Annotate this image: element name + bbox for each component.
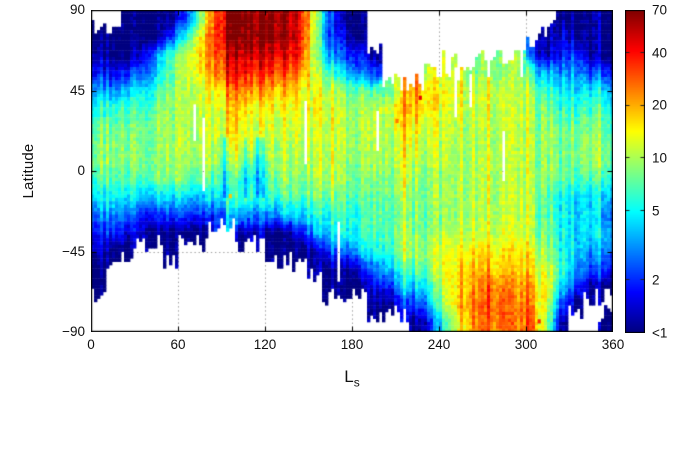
y-tick-label-90: 90 [69, 2, 85, 18]
y-tick-label--90: −90 [62, 324, 85, 340]
y-tick-label-45: 45 [69, 82, 85, 98]
colorbar [625, 10, 645, 333]
x-tick-label-300: 300 [514, 337, 538, 352]
x-tick-label-120: 120 [253, 337, 277, 352]
colorbar-label-1: <1 [652, 325, 668, 341]
x-tick-label-0: 0 [87, 337, 95, 352]
colorbar-label-5: 5 [652, 203, 660, 219]
x-tick-label-240: 240 [427, 337, 451, 352]
x-axis-title-main: L [344, 367, 354, 386]
x-axis-title: Ls [322, 367, 382, 389]
colorbar-label-70: 70 [652, 2, 668, 18]
x-tick-label-180: 180 [340, 337, 364, 352]
x-tick-label-60: 60 [170, 337, 186, 352]
y-tick-label-0: 0 [77, 163, 85, 179]
colorbar-label-20: 20 [652, 97, 668, 113]
x-tick-label-360: 360 [601, 337, 625, 352]
colorbar-label-10: 10 [652, 150, 668, 166]
y-tick-label--45: −45 [62, 243, 85, 259]
x-axis-title-sub: s [353, 375, 360, 390]
colorbar-label-40: 40 [652, 45, 668, 61]
colorbar-label-2: 2 [652, 272, 660, 288]
heatmap-canvas [91, 10, 613, 332]
